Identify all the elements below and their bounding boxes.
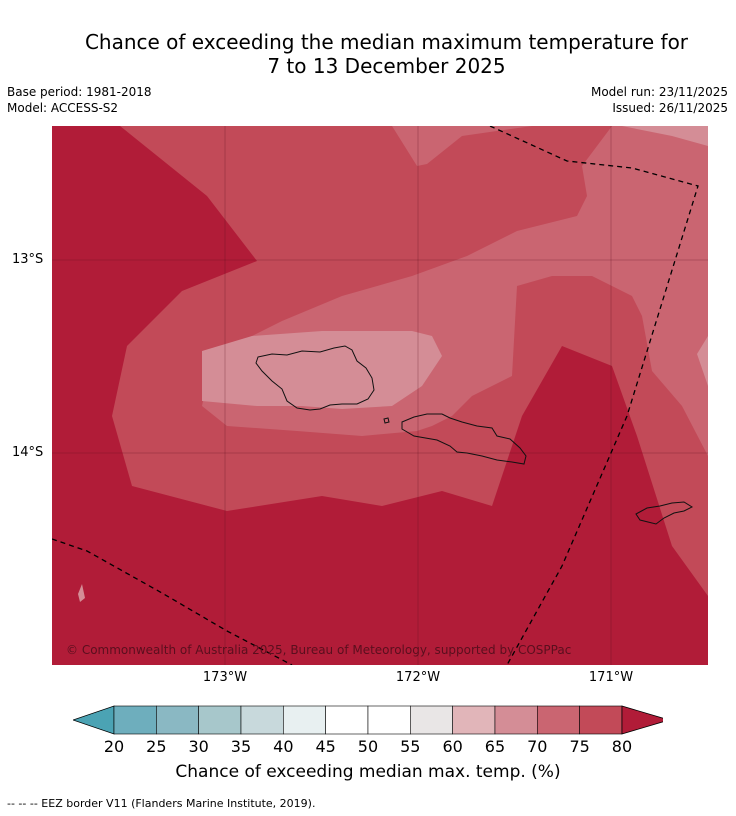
colorbar-tick-label: 50 <box>357 737 379 756</box>
colorbar-extend-low <box>73 705 115 735</box>
colorbar-cell <box>579 705 623 735</box>
colorbar-label: Chance of exceeding median max. temp. (%… <box>175 762 561 782</box>
lon-label-173w: 173°W <box>202 670 248 685</box>
eez-footnote: -- -- -- EEZ border V11 (Flanders Marine… <box>7 797 316 810</box>
colorbar-tick-label: 75 <box>569 737 590 756</box>
zone-65-top <box>622 126 708 146</box>
base-period: Base period: 1981-2018 <box>7 85 152 99</box>
colorbar-cell <box>198 705 242 735</box>
colorbar-cell <box>494 705 538 735</box>
zone-65-speck <box>78 584 85 602</box>
lon-label-172w: 172°W <box>395 670 441 685</box>
colorbar-tick-label: 80 <box>611 737 633 756</box>
colorbar-extend-high <box>621 705 663 735</box>
colorbar-tick-label: 55 <box>400 737 421 756</box>
tutuila-island <box>635 501 694 525</box>
colorbar-cell <box>240 705 284 735</box>
lat-label-13s: 13°S <box>12 252 44 267</box>
meta-right: Model run: 23/11/2025 Issued: 26/11/2025 <box>591 84 728 116</box>
lat-label-14s: 14°S <box>12 445 44 460</box>
colorbar-cell <box>113 705 157 735</box>
issued-date: Issued: 26/11/2025 <box>612 101 728 115</box>
model-name: Model: ACCESS-S2 <box>7 101 119 115</box>
colorbar-tick-label: 45 <box>315 737 336 756</box>
zone-65 <box>202 331 442 409</box>
title-line-1: Chance of exceeding the median maximum t… <box>84 30 689 54</box>
title-line-2: 7 to 13 December 2025 <box>267 54 506 78</box>
colorbar-cell <box>325 705 369 735</box>
colorbar-tick-label: 35 <box>230 737 252 756</box>
graticule <box>52 126 708 665</box>
upolu-island <box>401 413 527 465</box>
colorbar-cell <box>283 705 326 735</box>
colorbar-cell <box>410 705 453 735</box>
colorbar-cell <box>367 705 411 735</box>
eez-border <box>52 126 699 665</box>
copyright-text: © Commonwealth of Australia 2025, Bureau… <box>66 643 571 657</box>
colorbar-tick-label: 20 <box>103 737 125 756</box>
colorbar-tick-label: 30 <box>188 737 209 756</box>
model-run: Model run: 23/11/2025 <box>590 85 728 99</box>
colorbar-cell <box>536 705 580 735</box>
colorbar <box>73 705 663 735</box>
colorbar-tick-label: 65 <box>484 737 506 756</box>
colorbar-tick-label: 40 <box>273 737 294 756</box>
lon-label-171w: 171°W <box>588 670 634 685</box>
coastlines <box>255 345 694 525</box>
meta-left: Base period: 1981-2018 Model: ACCESS-S2 <box>7 84 152 116</box>
eez-border-east <box>489 126 699 665</box>
zone-65-right <box>697 336 708 386</box>
colorbar-cell <box>156 705 199 735</box>
colorbar-tick-label: 60 <box>442 737 463 756</box>
forecast-map: © Commonwealth of Australia 2025, Bureau… <box>52 126 708 665</box>
manono-island <box>383 417 390 424</box>
savaii-island <box>255 345 375 411</box>
map-title: Chance of exceeding the median maximum t… <box>40 30 733 78</box>
colorbar-tick-label: 70 <box>527 737 548 756</box>
colorbar-tick-label: 25 <box>146 737 167 756</box>
colorbar-cell <box>452 705 496 735</box>
